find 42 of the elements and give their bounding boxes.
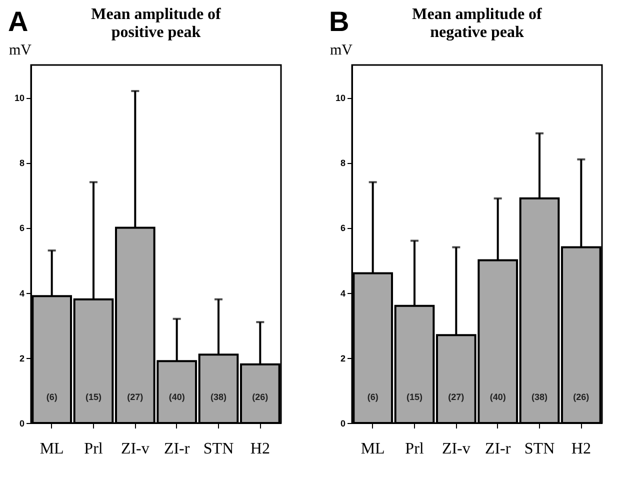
annotation: (26) — [252, 392, 268, 402]
x-tick-label: Prl — [405, 440, 424, 458]
y-tick-label: 4 — [340, 288, 346, 298]
x-tick-label: ML — [360, 440, 385, 458]
annotation: (38) — [531, 392, 548, 402]
y-tick-label: 10 — [14, 93, 24, 104]
annotation: (27) — [448, 392, 464, 402]
text: A — [8, 6, 28, 38]
annotation: (15) — [85, 392, 102, 402]
x-tick-label: ZI-v — [120, 440, 150, 458]
annotation: (26) — [573, 392, 590, 402]
chart-title: Mean amplitude of negative peak — [412, 6, 543, 41]
y-axis-title: mV — [9, 42, 32, 58]
y-tick-label: 10 — [335, 93, 346, 104]
x-tick-label: ZI-r — [484, 440, 512, 458]
y-tick-label: 0 — [19, 418, 24, 428]
x-tick-label: ZI-v — [442, 440, 470, 458]
x-tick-label: STN — [524, 440, 556, 458]
x-tick-label: Prl — [84, 440, 104, 458]
annotation: (38) — [210, 392, 227, 402]
y-tick-label: 6 — [340, 223, 346, 234]
y-tick-label: 4 — [19, 288, 24, 298]
annotation: (15) — [406, 392, 423, 402]
annotation: (40) — [168, 392, 185, 402]
chart-title: Mean amplitude of positive peak — [91, 6, 222, 41]
y-tick-label: 2 — [340, 353, 346, 364]
y-tick-label: 2 — [19, 353, 24, 364]
y-axis-title: mV — [330, 42, 353, 58]
annotation: (6) — [367, 392, 378, 402]
x-tick-label: STN — [203, 440, 234, 458]
y-tick-label: 6 — [19, 223, 24, 234]
x-tick-label: H2 — [571, 440, 591, 458]
x-tick-label: ZI-r — [164, 440, 190, 458]
y-tick-label: 8 — [340, 158, 346, 168]
annotation: (6) — [46, 392, 58, 402]
y-tick-label: 0 — [340, 418, 346, 428]
annotation: (40) — [490, 392, 506, 402]
annotation: (27) — [127, 392, 144, 402]
x-tick-label: H2 — [250, 440, 270, 458]
text: B — [329, 6, 350, 38]
x-tick-label: ML — [40, 440, 64, 458]
y-tick-label: 8 — [19, 158, 24, 168]
